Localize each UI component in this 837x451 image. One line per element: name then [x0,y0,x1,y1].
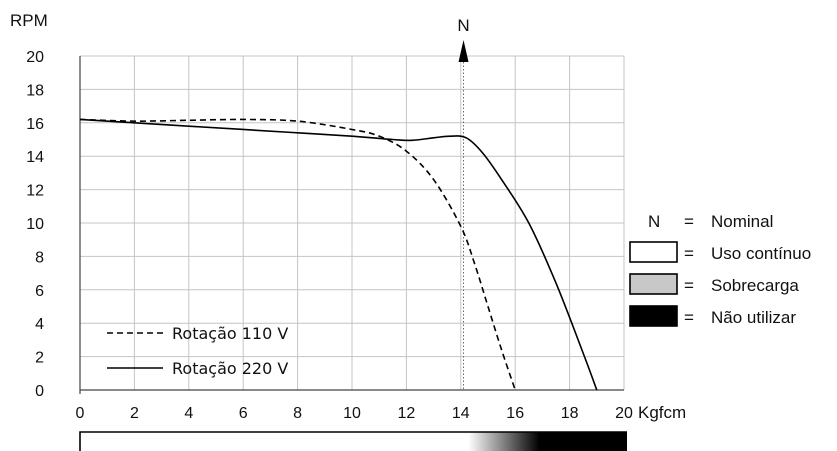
key-label: Não utilizar [711,308,796,327]
legend-label: Rotação 220 V [172,359,288,378]
legend: Rotação 110 V Rotação 220 V [107,324,288,378]
x-tick-label: 10 [343,405,361,422]
key-equals: = [684,212,694,231]
duty-key: N = Nominal = Uso contínuo = Sobrecarga = Não ut… [629,212,811,327]
x-tick-label: 16 [506,405,524,422]
nominal-label: N [457,16,469,35]
x-tick-label: 18 [561,405,579,422]
x-tick-label: 14 [452,405,470,422]
series-line-220v [79,118,598,391]
y-tick-label: 16 [26,116,44,133]
y-axis-label: RPM [10,11,48,30]
axes [79,56,624,394]
x-tick-label: 12 [398,405,416,422]
duty-bar [79,431,627,451]
y-tick-label: 14 [26,149,44,166]
duty-bar-border [79,431,627,451]
x-tick-label: 8 [293,405,302,422]
x-tick-label: 20 [615,405,633,422]
series-line-110v [79,118,516,391]
y-tick-label: 20 [26,49,44,66]
y-tick-label: 6 [35,283,44,300]
x-axis-label: Kgfcm [638,403,686,422]
key-equals: = [684,276,694,295]
x-tick-label: 0 [76,405,85,422]
key-equals: = [684,244,694,263]
x-tick-labels: 0 2 4 6 8 10 12 14 16 18 20 [76,405,633,422]
y-tick-label: 4 [35,316,44,333]
y-tick-label: 10 [26,216,44,233]
nominal-marker: N [457,16,470,390]
x-tick-label: 2 [130,405,139,422]
series-lines [79,118,598,391]
key-label: Sobrecarga [711,276,799,295]
key-label: Uso contínuo [711,244,811,263]
x-tick-label: 4 [184,405,193,422]
key-symbol: N [648,212,660,231]
key-swatch [629,241,678,263]
y-tick-label: 18 [26,82,44,99]
key-swatch [629,273,678,295]
key-equals: = [684,308,694,327]
y-tick-labels: 0 2 4 6 8 10 12 14 16 18 20 [26,49,44,400]
nominal-arrow-icon [458,40,469,62]
duty-gradient-bar [80,432,627,451]
y-tick-label: 8 [35,249,44,266]
y-tick-label: 2 [35,350,44,367]
y-tick-label: 0 [35,383,44,400]
legend-label: Rotação 110 V [172,324,288,343]
y-tick-label: 12 [26,183,44,200]
grid [79,55,625,391]
key-swatch [629,305,678,327]
key-label: Nominal [711,212,773,231]
x-tick-label: 6 [239,405,248,422]
